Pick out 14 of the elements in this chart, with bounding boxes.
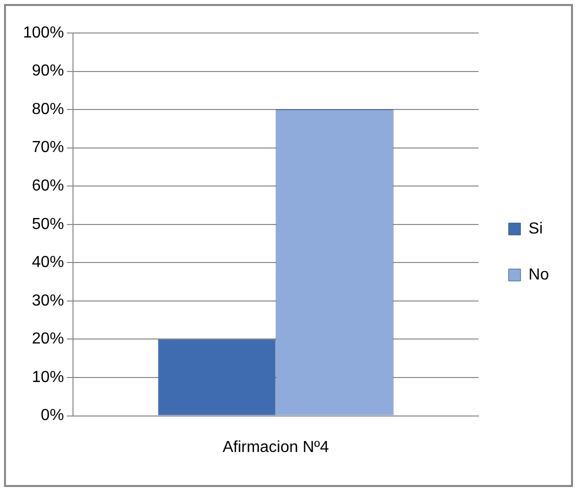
legend-label: Si	[528, 220, 543, 238]
y-tick-label: 90%	[32, 62, 64, 80]
y-tick-label: 80%	[32, 100, 64, 118]
y-tick-label: 70%	[32, 139, 64, 156]
y-tick-label: 50%	[32, 216, 64, 233]
y-tick-label: 30%	[32, 292, 64, 310]
y-tick-label: 60%	[32, 178, 64, 195]
legend-label: No	[528, 266, 550, 284]
x-tick-label: Afirmacion Nº4	[222, 438, 329, 456]
y-tick-label: 10%	[32, 368, 64, 386]
y-tick-label: 20%	[32, 330, 64, 348]
y-tick-label: 100%	[23, 24, 64, 42]
y-tick-label: 40%	[32, 254, 64, 272]
y-tick-label: 0%	[40, 407, 64, 424]
